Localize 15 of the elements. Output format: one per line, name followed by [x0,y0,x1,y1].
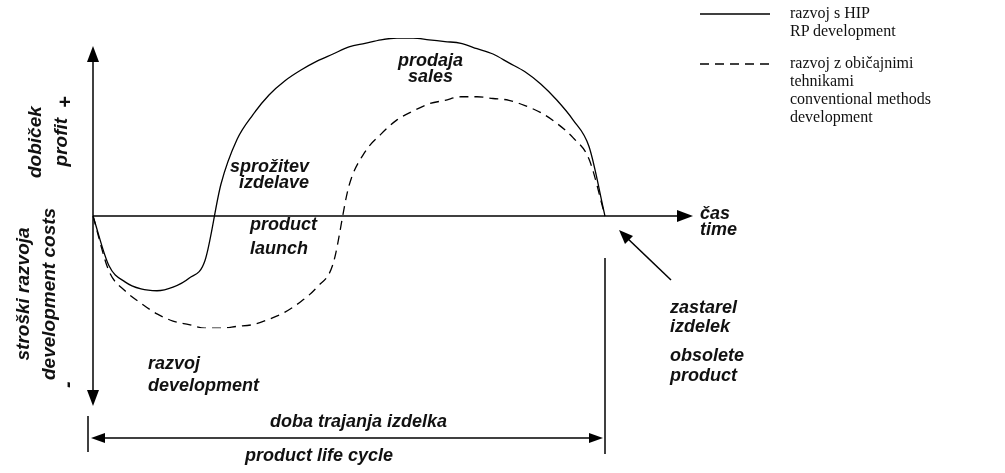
legend-label: razvoj z običajnimi tehnikami conventional methods development [790,54,931,126]
text: + [54,96,76,108]
annotation: prodaja sales [398,50,464,86]
text: razvoj development [148,352,260,396]
y-axis-title: dobiček profit [23,106,72,178]
annotation: product launch [250,213,317,260]
legend-label: razvoj s HIP RP development [790,4,896,40]
text: obsolete product [670,345,745,385]
text: - [56,381,78,388]
text: zastarel izdelek [670,297,738,336]
text: doba trajanja izdelka [270,411,448,431]
x-axis-title: čas time [700,203,738,239]
text: stroški razvoja development costs [11,207,60,380]
text: product life cycle [245,445,394,465]
annotation: sprožitev izdelave [230,156,310,192]
